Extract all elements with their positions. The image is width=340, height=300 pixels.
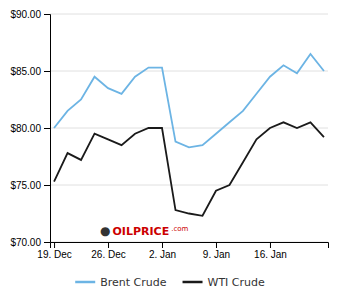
y-tick-label: $80.00 (10, 123, 41, 134)
chart: $70.00 $75.00 $80.00 $85.00 $90.00 19. Dec 26.… (0, 0, 340, 300)
x-tick: 2. Jan (149, 242, 176, 260)
plot: $70.00 $75.00 $80.00 $85.00 $90.00 19. Dec 26.… (10, 9, 328, 260)
y-tick: $75.00 (10, 180, 50, 191)
legend-label: Brent Crude (100, 276, 167, 289)
x-tick-mark (162, 242, 163, 248)
y-tick-label: $75.00 (10, 180, 41, 191)
x-tick-label: 16. Jan (254, 249, 287, 260)
y-tick-mark (44, 71, 50, 72)
y-tick-label: $85.00 (10, 66, 41, 77)
y-tick-mark (44, 185, 50, 186)
x-tick-mark (216, 242, 217, 248)
x-tick: 26. Dec (91, 242, 125, 260)
grid-line (50, 128, 328, 129)
x-tick-label: 26. Dec (91, 249, 125, 260)
annotation: ● (100, 224, 110, 238)
x-tick-label: 9. Jan (203, 249, 230, 260)
x-tick-mark (108, 242, 109, 248)
legend-swatch (75, 281, 95, 284)
y-tick: $80.00 (10, 123, 50, 134)
grid-line (50, 71, 328, 72)
watermark: ●OILPRICE.com (100, 224, 189, 238)
y-axis-line (44, 15, 51, 243)
annotation: OILPRICE (113, 225, 170, 238)
x-axis: 19. Dec 26. Dec 2. Jan 9. Jan 16. Jan (37, 242, 328, 260)
legend-item: Brent Crude (75, 276, 167, 289)
grid-line (50, 14, 328, 15)
annotation: .com (171, 225, 188, 233)
x-tick: 19. Dec (37, 242, 71, 260)
y-tick: $90.00 (10, 9, 50, 20)
x-tick-mark (270, 242, 271, 248)
y-tick: $85.00 (10, 66, 50, 77)
legend-swatch (183, 281, 203, 284)
grid-line (50, 185, 328, 186)
x-tick-mark (54, 242, 55, 248)
legend-label: WTI Crude (208, 276, 265, 289)
y-tick-mark (44, 14, 50, 15)
y-tick-label: $90.00 (10, 9, 41, 20)
x-tick-label: 19. Dec (37, 249, 71, 260)
y-tick: $70.00 (10, 237, 50, 248)
y-tick-mark (44, 242, 50, 243)
y-tick-label: $70.00 (10, 237, 41, 248)
y-tick-mark (44, 128, 50, 129)
x-axis-line (51, 243, 329, 249)
legend-item: WTI Crude (183, 276, 265, 289)
y-axis: $70.00 $75.00 $80.00 $85.00 $90.00 (10, 9, 50, 248)
series-line (54, 122, 324, 215)
legend: Brent Crude WTI Crude (75, 276, 265, 289)
grid (50, 14, 328, 242)
x-tick-label: 2. Jan (149, 249, 176, 260)
lines (54, 54, 324, 216)
x-tick: 9. Jan (203, 242, 230, 260)
x-tick: 16. Jan (254, 242, 287, 260)
